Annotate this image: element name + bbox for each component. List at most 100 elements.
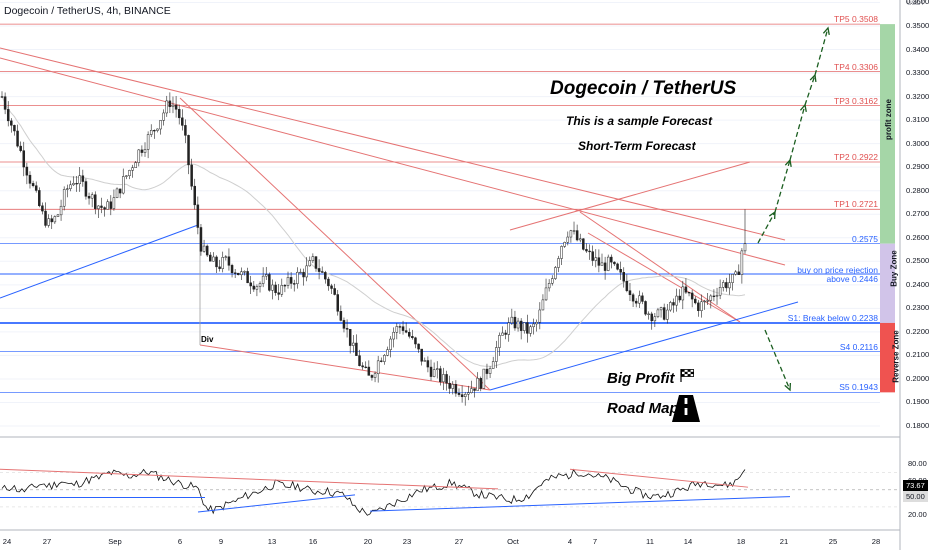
candle	[106, 199, 109, 210]
candle-body	[613, 261, 616, 265]
candle-body	[153, 130, 156, 132]
candle	[606, 254, 610, 272]
candle	[274, 281, 277, 296]
candle-body	[373, 373, 377, 378]
candle-body	[718, 286, 722, 296]
candle	[625, 274, 629, 293]
y-tick-label: 0.3500	[906, 21, 930, 30]
candle-body	[25, 166, 29, 176]
candle	[308, 256, 312, 267]
candle	[28, 171, 32, 189]
arrow-head	[784, 382, 792, 392]
rsi-panel	[0, 468, 900, 516]
candle-body	[544, 287, 548, 301]
y-tick-label: 0.3300	[906, 68, 930, 78]
candle-body	[75, 182, 78, 185]
candle	[603, 256, 607, 280]
level-lines	[0, 23, 880, 393]
candle-body	[420, 348, 423, 362]
candle	[317, 259, 321, 280]
candle-body	[280, 285, 284, 295]
candle	[408, 328, 411, 339]
candle	[299, 268, 302, 274]
candle-body	[0, 96, 4, 98]
trendline	[179, 97, 491, 391]
candle-body	[470, 388, 473, 393]
candle	[44, 202, 47, 228]
candle-body	[143, 149, 147, 153]
candle	[482, 368, 486, 389]
candle	[575, 224, 579, 242]
candle-body	[84, 181, 88, 197]
candle-body	[355, 342, 358, 356]
candle-body	[659, 307, 663, 311]
candle	[165, 95, 169, 117]
candle	[389, 336, 392, 358]
forecast-arrow	[774, 158, 792, 213]
x-tick-label: 23	[402, 537, 412, 546]
candle-body	[678, 295, 681, 301]
candle	[246, 267, 249, 284]
candle-body	[376, 360, 380, 375]
candle	[128, 169, 131, 180]
candle	[715, 287, 719, 305]
candle-body	[662, 307, 666, 320]
candle-body	[457, 392, 461, 395]
candle	[591, 245, 594, 266]
candle-body	[644, 301, 647, 315]
candle-body	[47, 218, 50, 226]
candle	[411, 329, 414, 340]
candle-body	[423, 360, 427, 362]
candle-body	[196, 204, 200, 228]
candle-body	[383, 355, 386, 362]
candle	[380, 357, 383, 363]
candle-body	[296, 271, 299, 284]
candle-body	[557, 258, 560, 268]
candle	[383, 353, 386, 365]
candle	[706, 292, 709, 306]
candle	[404, 322, 408, 334]
candle-body	[622, 272, 626, 282]
candle-body	[569, 230, 573, 238]
candle	[311, 253, 315, 263]
candle	[417, 343, 420, 353]
candle	[283, 284, 287, 293]
candle	[414, 336, 417, 349]
candle	[118, 188, 122, 199]
candle	[488, 366, 492, 379]
candle-body	[572, 230, 576, 232]
candle	[666, 303, 669, 324]
candle	[314, 256, 318, 272]
candle-body	[237, 272, 240, 276]
level-label: S1: Break below 0.2238	[787, 312, 878, 323]
candle	[656, 307, 660, 319]
candle-body	[53, 216, 57, 223]
candle	[432, 362, 436, 378]
candle-body	[367, 366, 371, 376]
candle	[103, 206, 106, 217]
candle	[38, 187, 41, 208]
candle	[72, 176, 75, 187]
candle	[137, 149, 141, 167]
candle	[631, 292, 635, 307]
candle	[261, 267, 265, 288]
candle-body	[538, 309, 542, 323]
trendline	[0, 47, 786, 241]
candle	[159, 120, 162, 135]
candle-body	[395, 326, 399, 333]
candle-body	[734, 271, 737, 275]
level-label: 0.2575	[852, 233, 878, 244]
candle-body	[345, 328, 349, 330]
candle-body	[634, 300, 638, 304]
candle-body	[174, 104, 178, 110]
rsi-current-badge: 73.67	[903, 480, 928, 491]
candle	[243, 270, 246, 276]
candle	[112, 189, 116, 211]
candle	[634, 298, 638, 308]
candle-body	[541, 299, 545, 311]
candle-body	[87, 196, 91, 199]
candle	[504, 329, 507, 340]
arrow-shaft	[804, 74, 816, 106]
candle	[523, 322, 526, 334]
